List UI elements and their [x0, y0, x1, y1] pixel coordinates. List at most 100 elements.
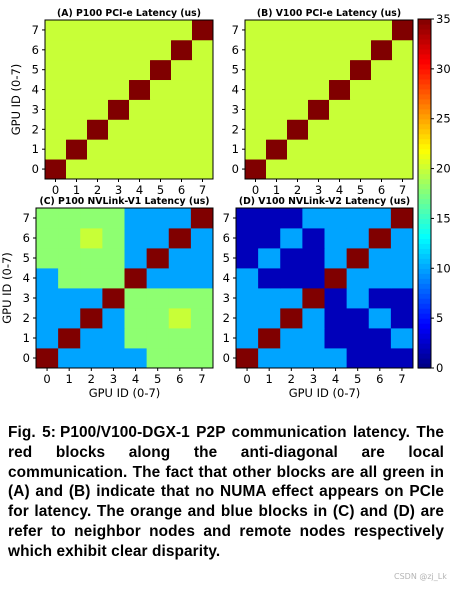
heatmap-a-cell-3-2: [87, 99, 109, 120]
heatmap-b-cell-2-2: [287, 119, 309, 140]
heatmap-d-cell-1-3: [302, 328, 325, 349]
heatmap-d-cell-0-3: [302, 348, 325, 369]
heatmap-a-ylabel: GPU ID (0-7): [9, 64, 23, 136]
heatmap-b-ytick-1: 1: [232, 142, 239, 156]
heatmap-d-cell-7-7: [390, 208, 414, 229]
heatmap-b-cell-7-6: [371, 20, 393, 41]
heatmap-a-cell-5-3: [108, 59, 130, 81]
heatmap-c-cell-1-5: [146, 328, 170, 349]
heatmap-a-cell-4-1: [66, 79, 88, 100]
heatmap-b-cell-2-3: [308, 119, 330, 140]
heatmap-b-cell-6-5: [350, 39, 372, 61]
heatmap-d-cell-7-4: [324, 208, 348, 229]
colorbar-frame: [417, 18, 432, 369]
heatmap-a-cell-0-5: [150, 159, 172, 180]
heatmap-a-cell-2-1: [66, 119, 88, 140]
heatmap-d-cell-1-0: [236, 328, 259, 349]
heatmap-a-xtick-5: 5: [157, 183, 164, 197]
heatmap-c-cell-1-3: [102, 328, 125, 349]
heatmap-c-cell-3-4: [124, 288, 148, 309]
colorbar-segment-52: [418, 103, 431, 110]
heatmap-a-cell-0-6: [171, 159, 193, 180]
heatmap-d-cell-0-5: [346, 348, 370, 369]
heatmap-d-cell-4-4: [324, 268, 348, 289]
colorbar-segment-19: [418, 268, 431, 274]
heatmap-d-ytick-2: 2: [223, 311, 230, 325]
heatmap-d-cell-4-1: [258, 268, 281, 289]
colorbar-segment-48: [418, 123, 431, 130]
heatmap-a-ytick-1: 1: [32, 142, 39, 156]
heatmap-c-cell-3-7: [190, 288, 214, 309]
heatmap-c-ytick-4: 4: [23, 271, 30, 285]
heatmap-b-xtick-5: 5: [357, 183, 364, 197]
heatmap-a-cell-4-3: [108, 79, 130, 100]
heatmap-d-cell-4-5: [346, 268, 370, 289]
colorbar-segment-44: [418, 143, 431, 150]
heatmap-b-cell-0-1: [266, 159, 288, 180]
heatmap-c-xtick-3: 3: [110, 372, 117, 386]
heatmap-a-cell-3-7: [192, 99, 214, 120]
heatmap-b-xtick-3: 3: [315, 183, 322, 197]
heatmap-d-ytick-4: 4: [223, 271, 230, 285]
heatmap-c-cell-2-4: [124, 308, 148, 329]
heatmap-d-cell-3-5: [346, 288, 370, 309]
colorbar-segment-14: [418, 293, 431, 299]
heatmap-c-cell-7-3: [102, 208, 125, 229]
heatmap-a-cell-0-1: [66, 159, 88, 180]
heatmap-a-cell-4-5: [150, 79, 172, 100]
colorbar-segment-42: [418, 153, 431, 160]
heatmap-a-cell-3-3: [108, 99, 130, 120]
heatmap-b-cell-6-6: [371, 39, 393, 61]
colorbar-segment-57: [418, 78, 431, 85]
heatmap-c-cell-0-7: [190, 348, 214, 369]
heatmap-b-cell-6-2: [287, 39, 309, 61]
heatmap-a-cell-4-6: [171, 79, 193, 100]
heatmap-c-ytick-2: 2: [23, 311, 30, 325]
colorbar-segment-31: [418, 208, 431, 215]
heatmap-b-cell-3-7: [392, 99, 414, 120]
heatmap-b-cell-6-4: [329, 39, 351, 61]
heatmap-a-cell-5-6: [171, 59, 193, 81]
heatmap-b-cell-3-1: [266, 99, 288, 120]
heatmap-a-cell-3-6: [171, 99, 193, 120]
heatmap-d-cell-6-5: [346, 228, 370, 249]
heatmap-c-cell-6-0: [36, 228, 59, 249]
heatmap-c-cell-6-3: [102, 228, 125, 249]
heatmap-d-cell-4-2: [280, 268, 303, 289]
colorbar-segment-23: [418, 248, 431, 254]
heatmap-d-xtick-5: 5: [354, 372, 361, 386]
colorbar-segment-26: [418, 233, 431, 239]
heatmap-a-ytick-3: 3: [32, 102, 39, 116]
colorbar-segment-16: [418, 283, 431, 289]
heatmap-b-cell-0-5: [350, 159, 372, 180]
heatmap-d-cell-7-0: [236, 208, 259, 229]
heatmap-d-cell-7-3: [302, 208, 325, 229]
heatmap-a-cell-1-5: [150, 139, 172, 160]
heatmap-d-cell-6-4: [324, 228, 348, 249]
heatmap-a-ytick-0: 0: [32, 162, 39, 176]
heatmap-b-cell-4-2: [287, 79, 309, 100]
colorbar-segment-0: [418, 363, 431, 369]
colorbar-tick-1: 5: [436, 311, 443, 325]
heatmap-b-cell-5-5: [350, 59, 372, 81]
heatmap-b-cell-5-0: [245, 59, 267, 81]
heatmap-c-xtick-0: 0: [43, 372, 50, 386]
colorbar-segment-37: [418, 178, 431, 185]
heatmap-a-ytick-7: 7: [32, 23, 39, 37]
heatmap-d-cell-1-6: [368, 328, 392, 349]
heatmap-a-cell-0-0: [45, 159, 67, 180]
colorbar-segment-56: [418, 83, 431, 90]
heatmap-d-cell-2-4: [324, 308, 348, 329]
colorbar-segment-50: [418, 113, 431, 120]
heatmap-c-cell-4-3: [102, 268, 125, 289]
heatmap-b-ytick-0: 0: [232, 162, 239, 176]
heatmap-c-xlabel: GPU ID (0-7): [89, 386, 161, 400]
heatmap-b-cell-2-7: [392, 119, 414, 140]
colorbar-tick-2: 10: [436, 261, 450, 275]
colorbar-segment-11: [418, 308, 431, 314]
heatmap-b-ytick-7: 7: [232, 23, 239, 37]
heatmap-a-cell-2-2: [87, 119, 109, 140]
colorbar-segment-62: [418, 53, 431, 60]
heatmap-c-xtick-6: 6: [176, 372, 183, 386]
heatmap-c-cell-4-6: [168, 268, 192, 289]
